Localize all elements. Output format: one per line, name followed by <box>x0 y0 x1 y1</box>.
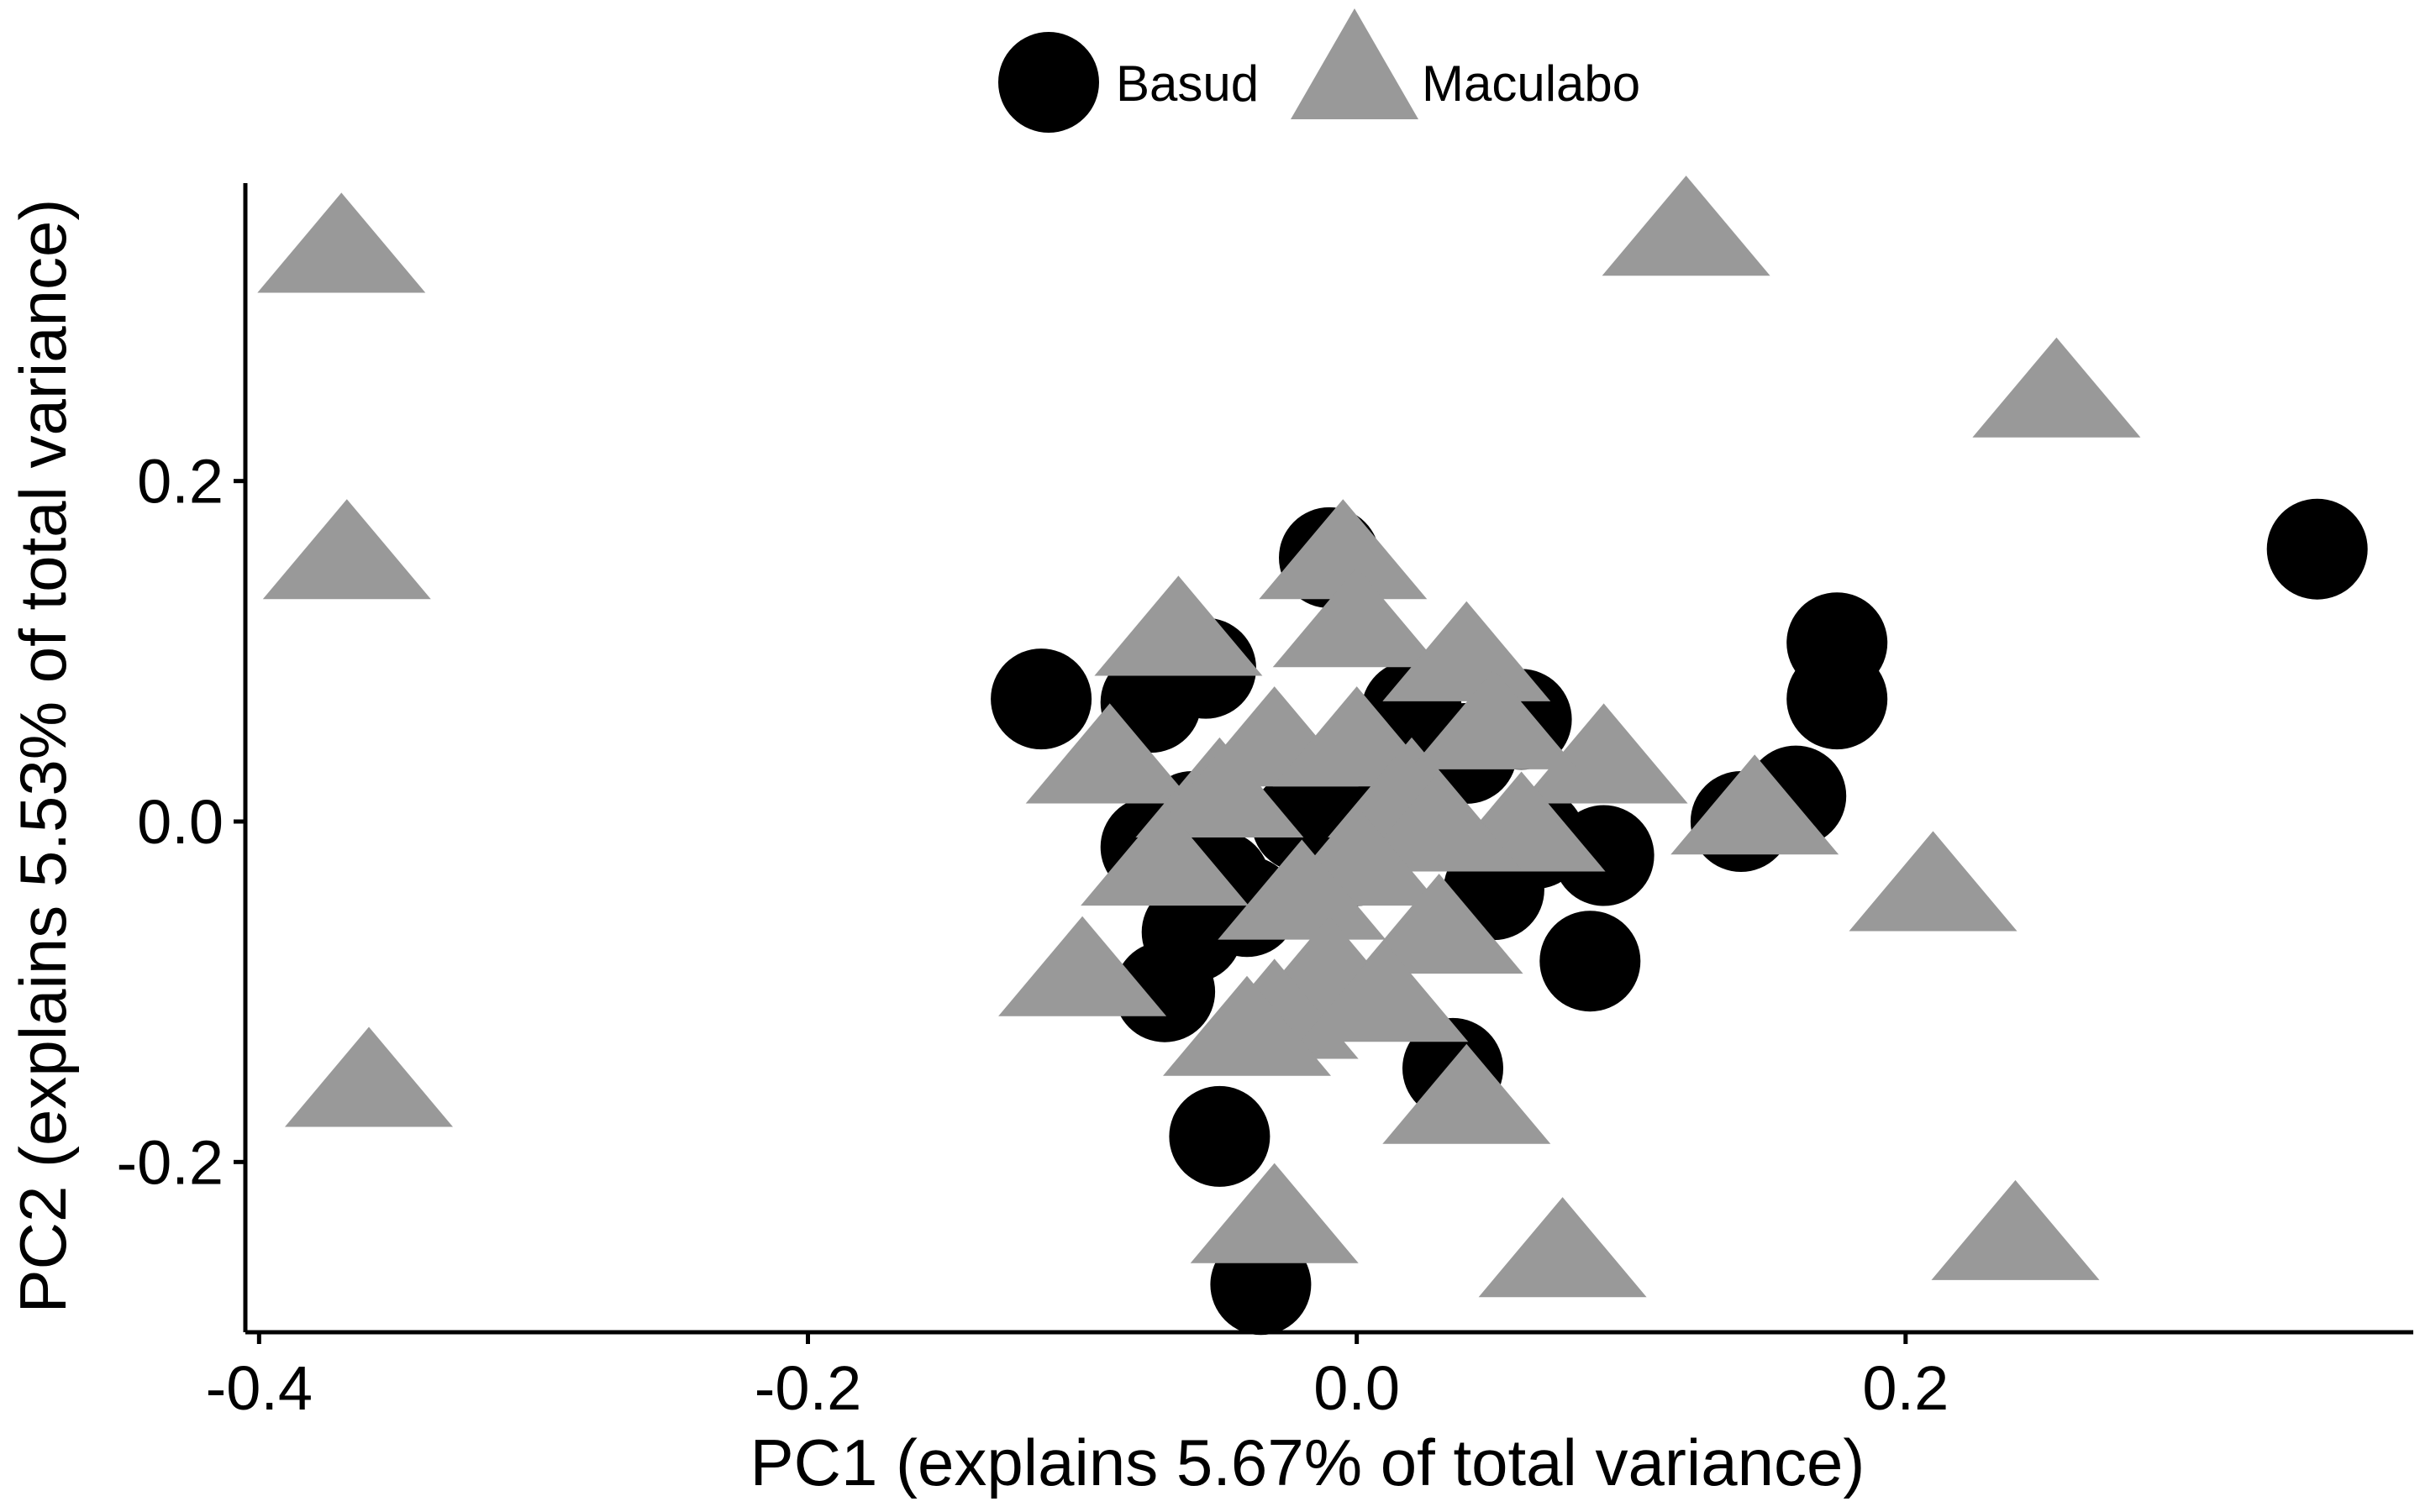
point-maculabo-14 <box>1849 831 2018 932</box>
x-tick-label: 0.0 <box>1313 1353 1400 1423</box>
point-basud-24 <box>2266 498 2368 600</box>
y-tick-label: 0.0 <box>137 787 224 857</box>
legend-label-basud: Basud <box>1116 55 1259 112</box>
point-maculabo-6 <box>1025 703 1194 804</box>
point-basud-15 <box>1553 805 1655 906</box>
point-maculabo-16 <box>1081 806 1249 906</box>
x-axis-ticks: -0.4 -0.2 0.0 0.2 <box>206 1332 1949 1423</box>
point-basud-23 <box>1786 648 1888 750</box>
plot-markers <box>257 176 2368 1336</box>
point-maculabo-28 <box>1190 1163 1359 1263</box>
point-maculabo-8 <box>1259 499 1428 600</box>
y-axis-ticks: -0.2 0.0 0.2 <box>116 447 245 1197</box>
point-maculabo-23 <box>1355 874 1523 974</box>
x-axis-title: PC1 (explains 5.67% of total variance) <box>750 1425 1865 1499</box>
point-basud-18 <box>1169 1085 1270 1187</box>
y-tick-label: -0.2 <box>116 1127 224 1197</box>
point-maculabo-29 <box>1478 1197 1647 1298</box>
x-tick-label: -0.4 <box>206 1353 313 1423</box>
point-maculabo-31 <box>1163 975 1331 1076</box>
point-basud-16 <box>1539 911 1641 1012</box>
point-maculabo-27 <box>1382 1043 1551 1144</box>
point-maculabo-10 <box>1382 601 1551 701</box>
legend-label-maculabo: Maculabo <box>1422 55 1640 112</box>
point-maculabo-9 <box>1272 567 1441 668</box>
legend: Basud Maculabo <box>998 8 1640 133</box>
point-maculabo-20 <box>1355 771 1523 872</box>
x-tick-label: 0.2 <box>1862 1353 1949 1423</box>
point-basud-0 <box>991 648 1092 750</box>
point-maculabo-2 <box>285 1026 453 1127</box>
point-maculabo-22 <box>1218 839 1386 940</box>
point-maculabo-32 <box>1409 669 1578 769</box>
point-maculabo-13 <box>1670 754 1839 855</box>
x-tick-label: -0.2 <box>755 1353 862 1423</box>
y-tick-label: 0.2 <box>137 447 224 517</box>
point-maculabo-5 <box>1094 575 1263 676</box>
point-basud-11 <box>1114 941 1216 1042</box>
legend-marker-basud <box>998 32 1099 133</box>
point-maculabo-26 <box>1300 942 1469 1042</box>
point-maculabo-4 <box>1972 337 2141 438</box>
point-maculabo-15 <box>998 916 1167 1016</box>
point-maculabo-30 <box>1931 1179 2100 1280</box>
point-maculabo-11 <box>1519 703 1688 804</box>
point-maculabo-1 <box>262 499 431 600</box>
point-maculabo-3 <box>1602 176 1770 276</box>
legend-marker-maculabo <box>1291 8 1418 119</box>
y-axis-title: PC2 (explains 5.53% of total variance) <box>6 199 80 1314</box>
point-maculabo-0 <box>257 192 426 293</box>
point-maculabo-7 <box>1135 737 1304 837</box>
